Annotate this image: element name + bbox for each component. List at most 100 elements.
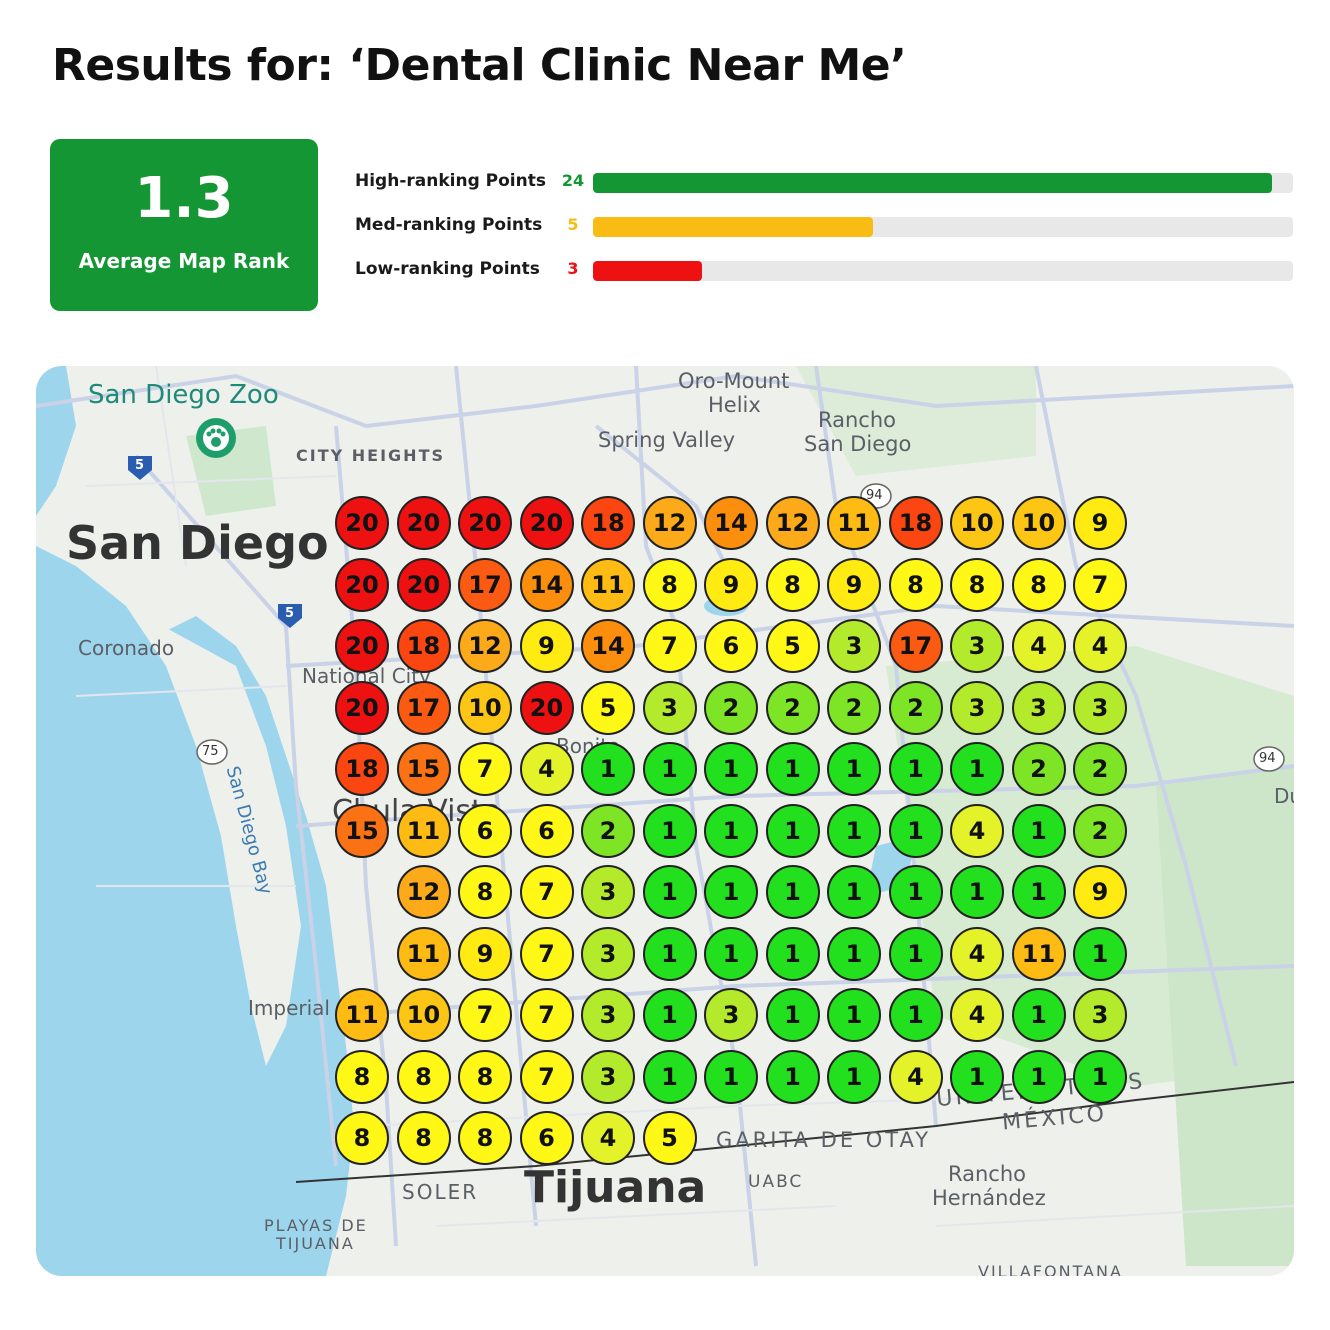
rank-marker[interactable]: 1: [827, 926, 881, 981]
rank-marker[interactable]: 7: [519, 988, 574, 1042]
rank-marker[interactable]: 1: [765, 988, 820, 1042]
rank-marker[interactable]: 5: [581, 680, 635, 735]
rank-marker[interactable]: 3: [950, 619, 1004, 673]
rank-marker[interactable]: 10: [1011, 496, 1066, 550]
rank-marker[interactable]: 20: [519, 680, 574, 735]
rank-marker[interactable]: 15: [335, 803, 389, 858]
rank-marker[interactable]: 1: [1073, 926, 1127, 981]
rank-marker[interactable]: 20: [335, 619, 389, 673]
rank-marker[interactable]: 18: [888, 496, 943, 550]
rank-marker[interactable]: 3: [827, 619, 881, 673]
rank-marker[interactable]: 8: [458, 1049, 512, 1104]
rank-marker[interactable]: 9: [519, 619, 574, 673]
rank-marker[interactable]: 4: [581, 1111, 635, 1165]
rank-marker[interactable]: 8: [396, 1049, 451, 1104]
rank-marker[interactable]: 4: [1073, 619, 1127, 673]
rank-marker[interactable]: 3: [1073, 988, 1127, 1042]
rank-marker[interactable]: 1: [1011, 865, 1066, 919]
rank-marker[interactable]: 20: [335, 680, 389, 735]
rank-marker[interactable]: 1: [704, 742, 758, 796]
rank-marker[interactable]: 3: [642, 680, 697, 735]
rank-marker[interactable]: 12: [642, 496, 697, 550]
rank-marker[interactable]: 14: [704, 496, 758, 550]
rank-marker[interactable]: 4: [950, 926, 1004, 981]
rank-marker[interactable]: 8: [458, 1111, 512, 1165]
rank-marker[interactable]: 6: [519, 803, 574, 858]
rank-marker[interactable]: 18: [396, 619, 451, 673]
rank-marker[interactable]: 2: [1011, 742, 1066, 796]
rank-marker[interactable]: 1: [1011, 988, 1066, 1042]
rank-marker[interactable]: 1: [642, 926, 697, 981]
rank-marker[interactable]: 2: [1073, 742, 1127, 796]
rank-marker[interactable]: 17: [396, 680, 451, 735]
rank-marker[interactable]: 1: [888, 742, 943, 796]
rank-marker[interactable]: 11: [396, 803, 451, 858]
rank-marker[interactable]: 1: [642, 865, 697, 919]
rank-marker[interactable]: 1: [827, 988, 881, 1042]
rank-marker[interactable]: 7: [519, 926, 574, 981]
map-panel[interactable]: San Diego Zoo CITY HEIGHTS San Diego Cor…: [36, 366, 1294, 1276]
rank-marker[interactable]: 18: [581, 496, 635, 550]
rank-marker[interactable]: 1: [765, 742, 820, 796]
rank-marker[interactable]: 20: [396, 496, 451, 550]
rank-marker[interactable]: 3: [1073, 680, 1127, 735]
rank-marker[interactable]: 2: [888, 680, 943, 735]
rank-marker[interactable]: 1: [1073, 1049, 1127, 1104]
rank-marker[interactable]: 1: [827, 1049, 881, 1104]
rank-marker[interactable]: 1: [581, 742, 635, 796]
rank-marker[interactable]: 7: [458, 988, 512, 1042]
rank-marker[interactable]: 3: [581, 1049, 635, 1104]
rank-marker[interactable]: 1: [827, 803, 881, 858]
rank-marker[interactable]: 1: [765, 1049, 820, 1104]
rank-marker[interactable]: 15: [396, 742, 451, 796]
rank-marker[interactable]: 1: [642, 988, 697, 1042]
rank-marker[interactable]: 8: [950, 557, 1004, 612]
rank-marker[interactable]: 9: [827, 557, 881, 612]
rank-marker[interactable]: 1: [950, 742, 1004, 796]
rank-marker[interactable]: 1: [704, 803, 758, 858]
rank-marker[interactable]: 11: [396, 926, 451, 981]
rank-marker[interactable]: 8: [458, 865, 512, 919]
rank-marker[interactable]: 3: [704, 988, 758, 1042]
rank-marker[interactable]: 2: [765, 680, 820, 735]
rank-marker[interactable]: 9: [458, 926, 512, 981]
rank-marker[interactable]: 7: [642, 619, 697, 673]
rank-marker[interactable]: 10: [950, 496, 1004, 550]
rank-marker[interactable]: 1: [888, 865, 943, 919]
rank-marker[interactable]: 4: [1011, 619, 1066, 673]
rank-marker[interactable]: 8: [765, 557, 820, 612]
rank-marker[interactable]: 4: [950, 803, 1004, 858]
rank-marker[interactable]: 20: [396, 557, 451, 612]
rank-marker[interactable]: 11: [827, 496, 881, 550]
rank-marker[interactable]: 1: [704, 1049, 758, 1104]
rank-marker[interactable]: 2: [827, 680, 881, 735]
rank-marker[interactable]: 2: [581, 803, 635, 858]
rank-marker[interactable]: 8: [335, 1111, 389, 1165]
rank-marker[interactable]: 20: [458, 496, 512, 550]
rank-marker[interactable]: 14: [581, 619, 635, 673]
rank-marker[interactable]: 1: [704, 926, 758, 981]
rank-marker[interactable]: 10: [458, 680, 512, 735]
rank-marker[interactable]: 1: [1011, 1049, 1066, 1104]
rank-marker[interactable]: 1: [888, 803, 943, 858]
rank-marker[interactable]: 20: [519, 496, 574, 550]
rank-marker[interactable]: 9: [1073, 865, 1127, 919]
rank-marker[interactable]: 8: [1011, 557, 1066, 612]
rank-marker[interactable]: 2: [1073, 803, 1127, 858]
rank-marker[interactable]: 1: [765, 926, 820, 981]
rank-marker[interactable]: 7: [519, 865, 574, 919]
rank-marker[interactable]: 7: [519, 1049, 574, 1104]
rank-marker[interactable]: 1: [827, 865, 881, 919]
rank-marker[interactable]: 1: [950, 1049, 1004, 1104]
rank-marker[interactable]: 11: [581, 557, 635, 612]
rank-marker[interactable]: 5: [642, 1111, 697, 1165]
rank-marker[interactable]: 1: [642, 1049, 697, 1104]
rank-marker[interactable]: 8: [335, 1049, 389, 1104]
rank-marker[interactable]: 7: [458, 742, 512, 796]
rank-marker[interactable]: 11: [335, 988, 389, 1042]
rank-marker[interactable]: 10: [396, 988, 451, 1042]
rank-marker[interactable]: 1: [888, 988, 943, 1042]
rank-marker[interactable]: 3: [581, 988, 635, 1042]
rank-marker[interactable]: 9: [1073, 496, 1127, 550]
rank-marker[interactable]: 1: [765, 865, 820, 919]
